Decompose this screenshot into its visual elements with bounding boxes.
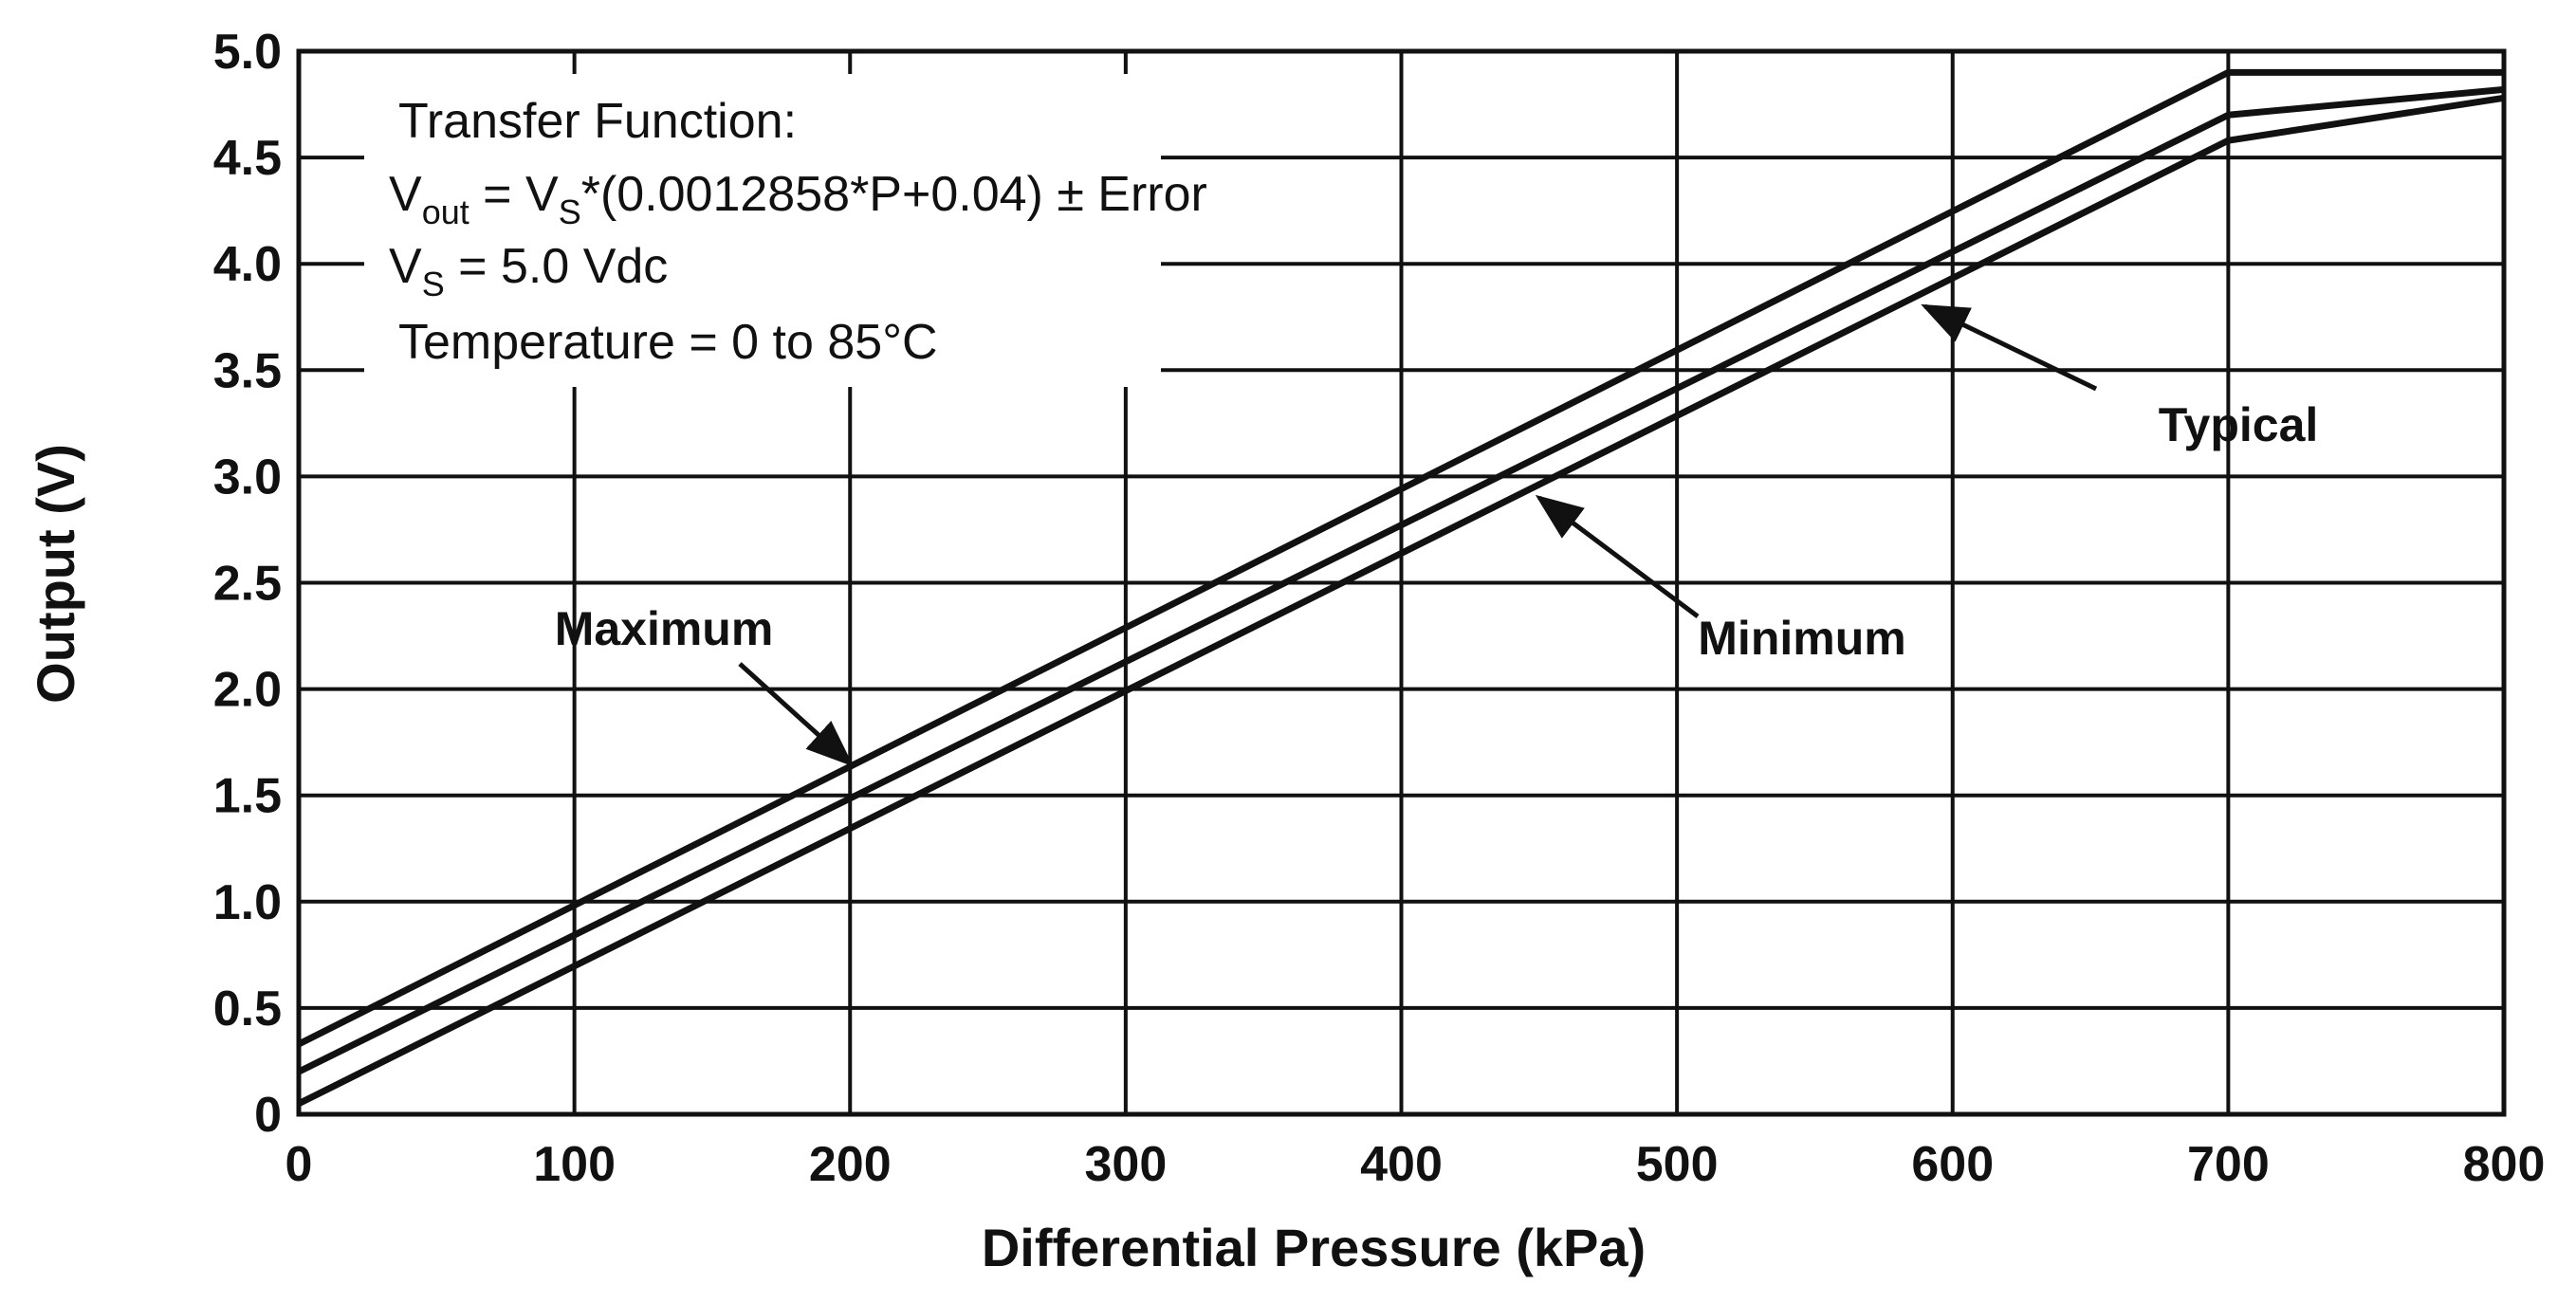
y-axis-title: Output (V) [26, 444, 85, 704]
x-tick-label: 400 [1360, 1137, 1443, 1192]
annotation-arrow-maximum [738, 662, 854, 767]
y-tick-label: 1.0 [213, 875, 282, 930]
y-tick-label: 3.0 [213, 450, 282, 505]
x-axis-title: Differential Pressure (kPa) [982, 1218, 1646, 1277]
y-tick-label: 2.5 [213, 557, 282, 612]
y-tick-label: 3.5 [213, 343, 282, 398]
series-group [297, 68, 2505, 1107]
x-tick-label: 500 [1636, 1137, 1719, 1192]
temperature-range-text: Temperature = 0 to 85°C [398, 315, 938, 370]
annotation-arrow-typical [1921, 303, 2098, 392]
x-tick-label: 0 [285, 1137, 313, 1192]
transfer-function-box [364, 74, 1161, 387]
x-tick-label: 800 [2463, 1137, 2546, 1192]
transfer-function-title: Transfer Function: [398, 94, 797, 149]
x-tick-label: 100 [533, 1137, 616, 1192]
x-tick-label: 200 [809, 1137, 892, 1192]
series-line-maximum [297, 68, 2504, 1048]
y-tick-label: 4.0 [213, 237, 282, 292]
annotation-label-typical: Typical [2159, 398, 2319, 451]
y-tick-label: 5.0 [213, 25, 282, 80]
annotation-arrow-minimum [1535, 494, 1700, 619]
x-tick-label: 700 [2187, 1137, 2270, 1192]
series-line-typical [297, 85, 2505, 1075]
plot-frame [296, 48, 2507, 1117]
y-tick-label: 1.5 [213, 769, 282, 824]
tick-labels: 0 100 200 300 400 500 600 700 800 0 0.5 1.0 1.5 2.0 2.… [213, 25, 2546, 1192]
annotation-label-maximum: Maximum [555, 602, 774, 655]
annotations: Maximum Typical Minimum [555, 303, 2319, 767]
annotation-label-minimum: Minimum [1698, 612, 1905, 665]
x-tick-label: 600 [1911, 1137, 1994, 1192]
y-tick-label: 0.5 [213, 982, 282, 1037]
y-tick-label: 4.5 [213, 131, 282, 186]
supply-voltage-text: VS = 5.0 Vdc [389, 239, 668, 303]
y-tick-label: 2.0 [213, 663, 282, 718]
x-tick-label: 300 [1084, 1137, 1167, 1192]
transfer-function-equation: Vout = VS*(0.0012858*P+0.04) ± Error [389, 167, 1207, 231]
series-line-minimum [297, 94, 2505, 1107]
y-tick-label: 0 [254, 1088, 282, 1143]
